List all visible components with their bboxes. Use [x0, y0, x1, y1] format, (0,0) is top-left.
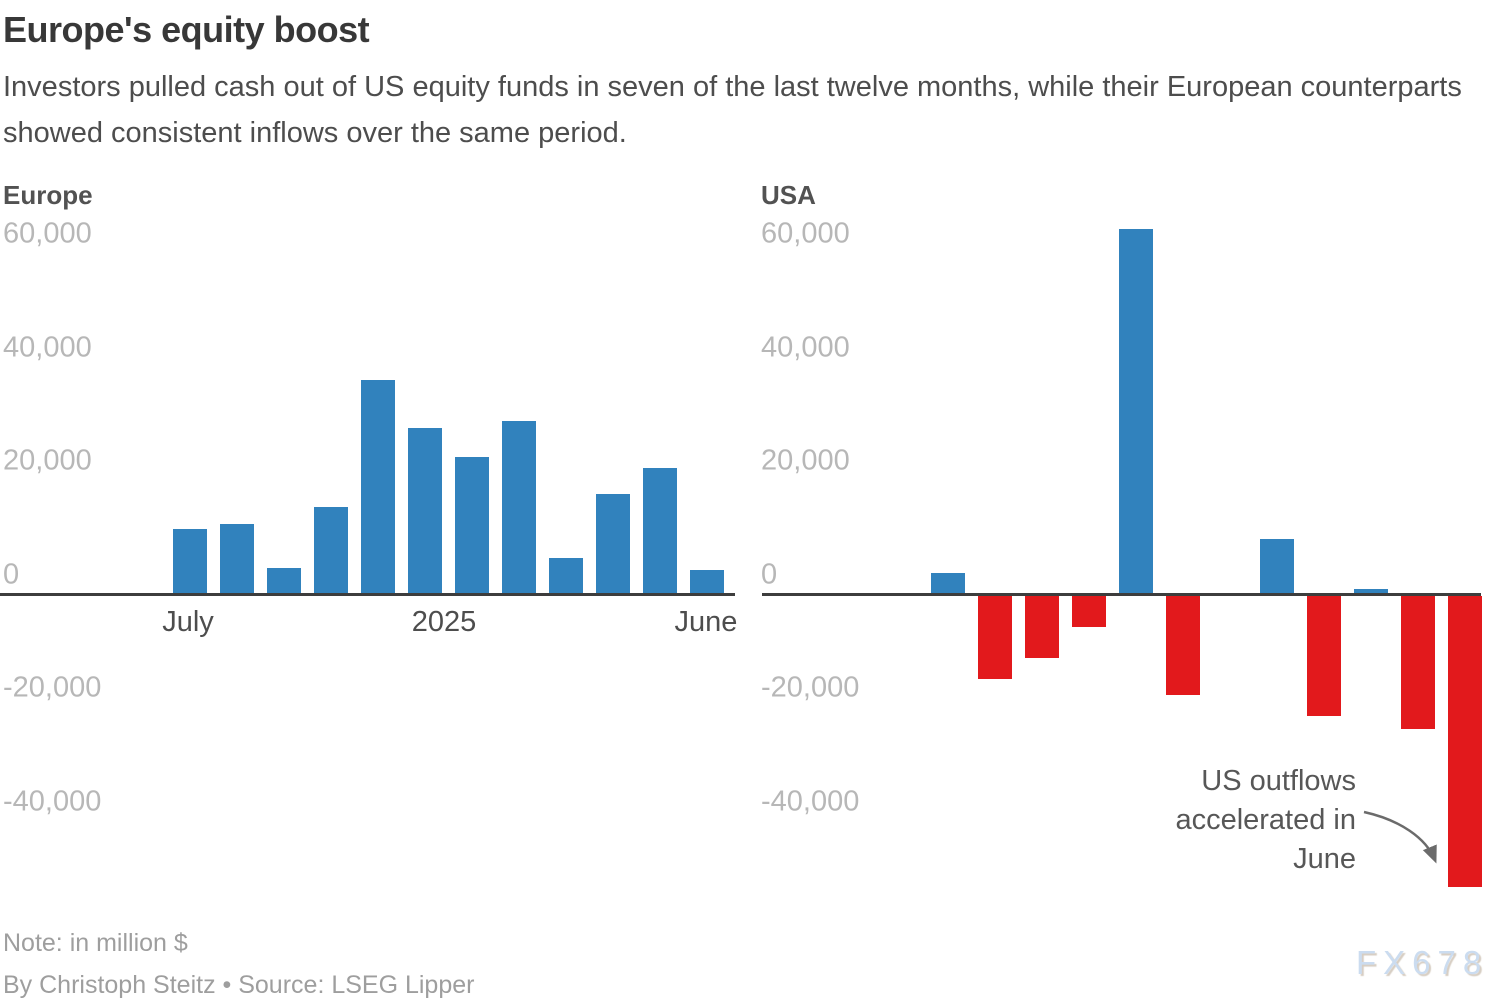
x-axis-tick-label: June — [674, 606, 738, 638]
bar-europe-may — [643, 468, 677, 593]
bar-usa-december — [1166, 596, 1200, 695]
y-axis-tick-label: 60,000 — [761, 217, 850, 250]
bar-europe-january — [455, 456, 489, 593]
bar-usa-march — [1307, 596, 1341, 716]
bar-europe-september — [267, 568, 301, 593]
zero-axis-line — [0, 593, 735, 596]
bar-usa-november — [1119, 228, 1153, 593]
usa-panel-title: USA — [761, 180, 816, 210]
bar-europe-july — [173, 529, 207, 593]
bar-usa-may — [1401, 596, 1435, 730]
chart-title: Europe's equity boost — [3, 9, 370, 50]
y-axis-tick-label: 40,000 — [3, 331, 92, 363]
bar-usa-august — [978, 596, 1012, 679]
europe-panel: Europe 60,000 40,000 20,000 0 -20,000 -40,000… — [0, 180, 744, 910]
footer-byline: By Christoph Steitz • Source: LSEG Lippe… — [3, 971, 475, 999]
bar-europe-august — [220, 523, 254, 593]
bar-europe-october — [314, 506, 348, 593]
chart-subtitle: Investors pulled cash out of US equity f… — [3, 71, 1462, 149]
bar-europe-december — [408, 428, 442, 593]
y-axis-tick-label: -40,000 — [761, 785, 860, 817]
y-axis-tick-label: 20,000 — [3, 444, 92, 477]
y-axis-tick-label: 60,000 — [3, 217, 92, 250]
europe-plot: 60,000 40,000 20,000 0 -20,000 -40,000 July 202… — [0, 217, 744, 910]
bar-usa-july — [931, 572, 965, 593]
y-axis-tick-label: 20,000 — [761, 444, 850, 477]
annotation-us-outflows: US outflows accelerated in June — [1175, 762, 1356, 879]
bar-usa-september — [1025, 596, 1059, 658]
annotation-line: accelerated in — [1175, 804, 1356, 836]
annotation-line: US outflows — [1201, 765, 1356, 797]
bar-europe-april — [596, 494, 630, 593]
usa-plot: 60,000 40,000 20,000 0 -20,000 -40,000 — [758, 217, 1488, 910]
usa-panel: USA 60,000 40,000 20,000 0 -20,000 -40,000 US… — [758, 180, 1488, 910]
zero-axis-line — [762, 593, 1481, 596]
y-axis-tick-label: 40,000 — [761, 331, 850, 363]
x-axis-tick-label: 2025 — [411, 606, 477, 638]
y-axis-tick-label: 0 — [761, 558, 778, 590]
y-axis-tick-label: 0 — [3, 558, 20, 590]
annotation-line: June — [1293, 843, 1356, 875]
bar-europe-november — [361, 379, 395, 593]
bar-europe-march — [549, 558, 583, 593]
europe-panel-title: Europe — [3, 180, 93, 210]
bar-europe-february — [502, 421, 536, 593]
bar-usa-february — [1260, 539, 1294, 593]
bar-usa-october — [1072, 596, 1106, 627]
y-axis-tick-label: -20,000 — [3, 671, 102, 704]
annotation-arrow-icon — [1363, 810, 1437, 864]
y-axis-tick-label: -20,000 — [761, 671, 860, 704]
bar-usa-april — [1354, 589, 1388, 593]
watermark-fx678: FX678 — [1356, 944, 1488, 981]
y-axis-tick-label: -40,000 — [3, 785, 102, 817]
bar-europe-june — [690, 569, 724, 593]
bar-usa-june — [1448, 596, 1482, 888]
x-axis-tick-label: July — [162, 606, 214, 638]
footer-note: Note: in million $ — [3, 929, 188, 957]
